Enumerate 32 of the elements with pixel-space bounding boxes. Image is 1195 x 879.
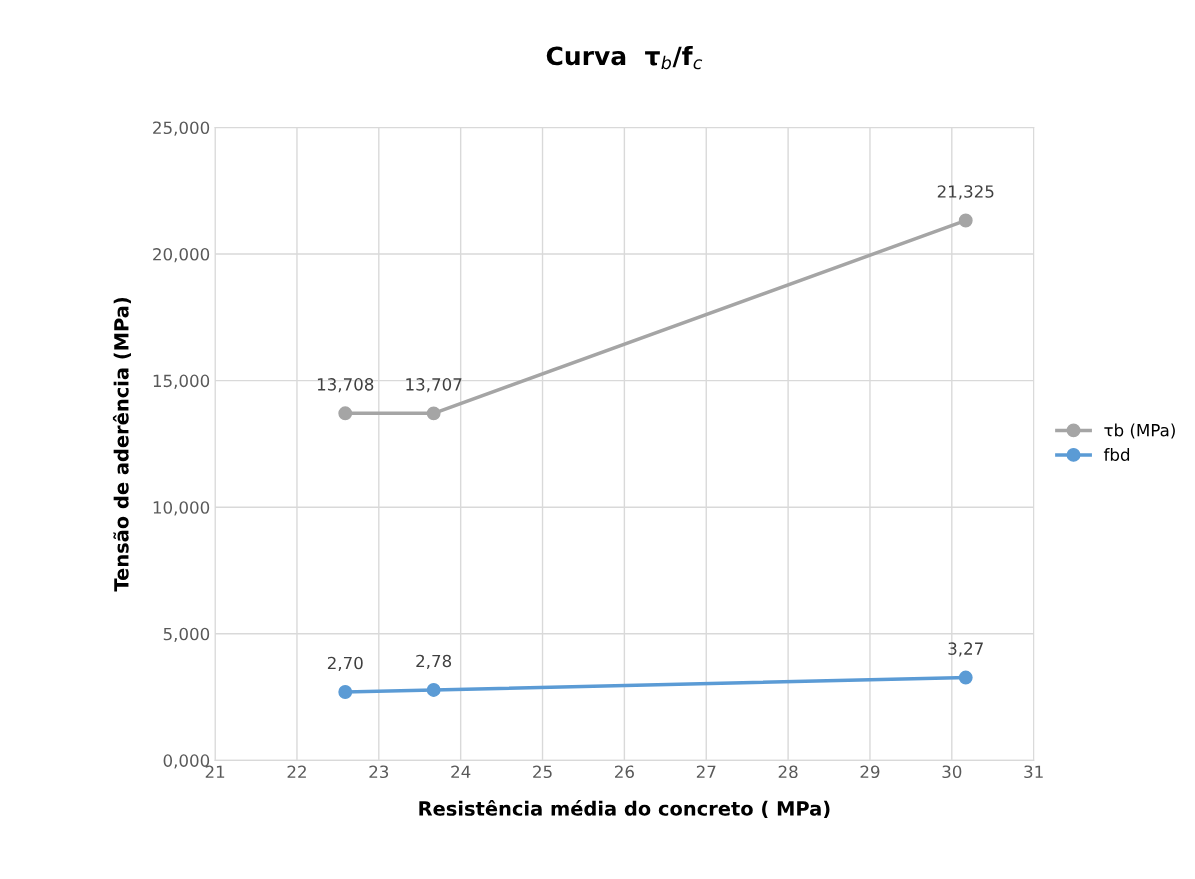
y-tick-label: 5,000 xyxy=(163,627,210,643)
point xyxy=(958,670,973,685)
data-label: 13,708 xyxy=(317,378,374,393)
y-tick-label: 10,000 xyxy=(153,501,210,516)
x-tick-label: 31 xyxy=(1024,765,1043,779)
y-tick-label: 15,000 xyxy=(153,374,210,389)
x-tick-label: 24 xyxy=(451,765,471,778)
data-label: 13,707 xyxy=(406,378,462,393)
legend-label: fbd xyxy=(1103,448,1130,461)
point xyxy=(338,685,353,699)
point xyxy=(426,406,441,421)
data-label: 3,27 xyxy=(948,642,983,657)
x-axis-title: Resistência média do concreto ( MPa) xyxy=(419,799,830,819)
y-tick-label: 20,000 xyxy=(153,247,210,263)
point xyxy=(958,213,973,228)
point xyxy=(426,683,441,697)
x-tick-label: 23 xyxy=(369,765,389,779)
data-label: 2,70 xyxy=(327,656,363,672)
x-tick-label: 22 xyxy=(287,765,306,778)
chart-title: Curva τ$_{b}$/f$_{c}$ xyxy=(546,45,703,70)
legend-label: τb (MPa) xyxy=(1104,423,1175,439)
x-tick-label: 28 xyxy=(778,765,798,779)
data-label: 21,325 xyxy=(937,185,994,200)
y-tick-label: 25,000 xyxy=(153,121,210,136)
x-tick-label: 27 xyxy=(696,765,716,778)
x-tick-label: 30 xyxy=(942,765,962,779)
point xyxy=(338,406,353,421)
x-tick-label: 25 xyxy=(533,765,552,779)
x-tick-label: 29 xyxy=(860,765,880,779)
data-label: 2,78 xyxy=(416,654,452,669)
y-axis-title: Tensão de aderência (MPa) xyxy=(112,297,131,592)
x-tick-label: 26 xyxy=(615,765,634,779)
